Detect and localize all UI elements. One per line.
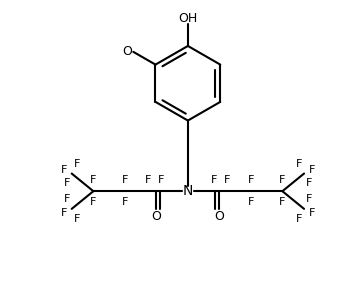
Text: F: F: [224, 176, 230, 185]
Text: N: N: [183, 184, 193, 198]
Text: F: F: [306, 194, 312, 204]
Text: F: F: [73, 159, 80, 169]
Text: F: F: [296, 214, 302, 224]
Text: F: F: [90, 197, 96, 207]
Text: F: F: [279, 176, 285, 185]
Text: F: F: [64, 178, 70, 188]
Text: F: F: [122, 197, 128, 207]
Text: F: F: [90, 176, 96, 185]
Text: F: F: [158, 176, 165, 185]
Text: F: F: [122, 176, 128, 185]
Text: O: O: [152, 210, 161, 223]
Text: F: F: [60, 208, 67, 218]
Text: F: F: [64, 194, 70, 204]
Text: F: F: [309, 164, 315, 175]
Text: F: F: [73, 214, 80, 224]
Text: F: F: [306, 178, 312, 188]
Text: F: F: [211, 176, 218, 185]
Text: F: F: [279, 197, 285, 207]
Text: F: F: [309, 208, 315, 218]
Text: O: O: [215, 210, 224, 223]
Text: F: F: [60, 164, 67, 175]
Text: F: F: [145, 176, 152, 185]
Text: F: F: [296, 159, 302, 169]
Text: F: F: [248, 176, 254, 185]
Text: O: O: [122, 45, 132, 58]
Text: OH: OH: [178, 12, 198, 25]
Text: F: F: [248, 197, 254, 207]
